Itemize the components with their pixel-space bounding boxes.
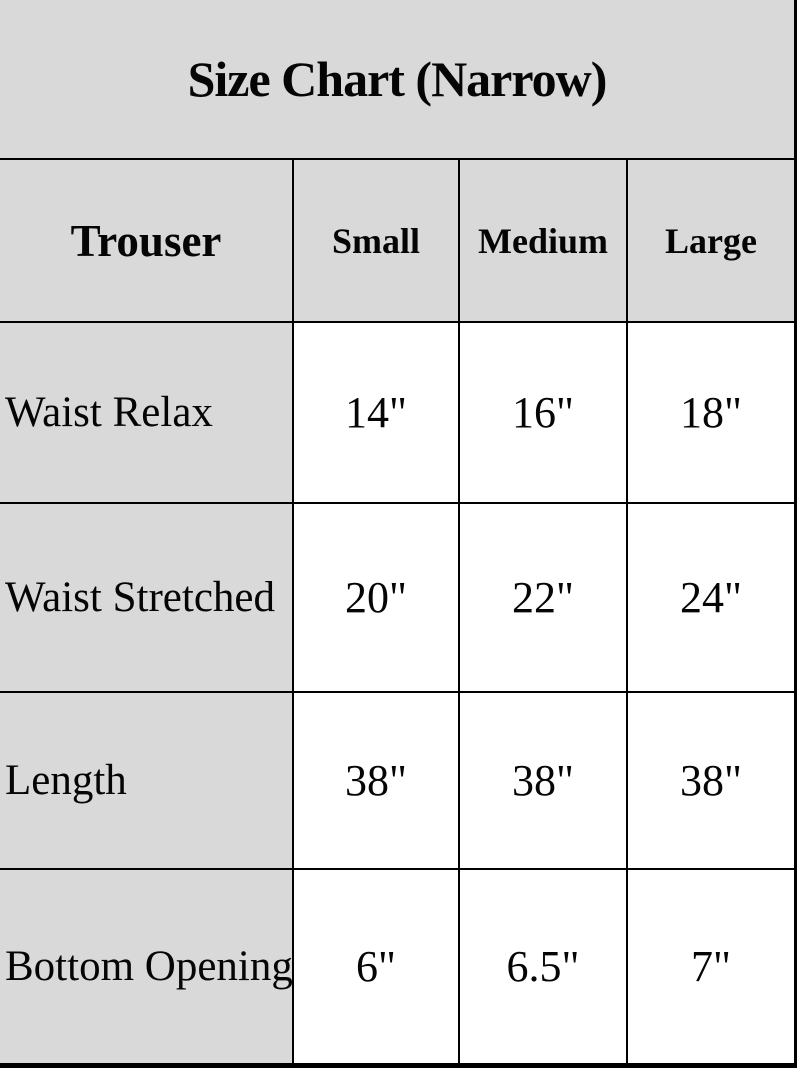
column-header-small: Small: [292, 160, 458, 321]
cell-length-small: 38": [292, 691, 458, 868]
size-table-grid: Trouser Small Medium Large Waist Relax 1…: [0, 160, 794, 1063]
cell-bottom-opening-large: 7": [626, 868, 794, 1063]
cell-waist-relax-large: 18": [626, 321, 794, 502]
column-header-large: Large: [626, 160, 794, 321]
row-label-waist-stretched: Waist Stretched: [0, 502, 292, 691]
cell-waist-relax-medium: 16": [458, 321, 626, 502]
cell-bottom-opening-small: 6": [292, 868, 458, 1063]
cell-waist-stretched-medium: 22": [458, 502, 626, 691]
cell-waist-stretched-small: 20": [292, 502, 458, 691]
row-label-waist-relax: Waist Relax: [0, 321, 292, 502]
cell-waist-relax-small: 14": [292, 321, 458, 502]
column-header-medium: Medium: [458, 160, 626, 321]
cell-bottom-opening-medium: 6.5": [458, 868, 626, 1063]
cell-length-medium: 38": [458, 691, 626, 868]
row-label-bottom-opening: Bottom Opening: [0, 868, 292, 1063]
cell-waist-stretched-large: 24": [626, 502, 794, 691]
cell-length-large: 38": [626, 691, 794, 868]
row-label-length: Length: [0, 691, 292, 868]
corner-header-trouser: Trouser: [0, 160, 292, 321]
chart-title: Size Chart (Narrow): [0, 0, 794, 160]
